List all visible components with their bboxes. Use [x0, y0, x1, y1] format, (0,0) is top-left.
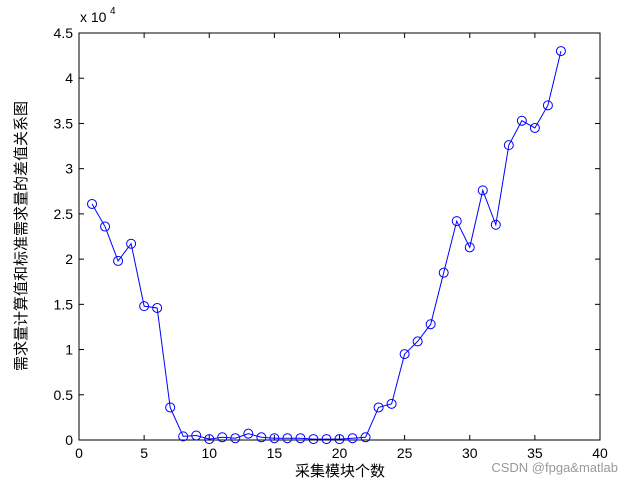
data-point: [217, 432, 228, 443]
data-point: [165, 402, 176, 413]
data-point: [204, 434, 215, 445]
data-point: [503, 140, 514, 151]
data-point: [334, 434, 345, 445]
x-tick-label: 0: [75, 445, 83, 461]
x-tick-label: 15: [267, 445, 283, 461]
data-point: [451, 216, 462, 227]
y-tick-label: 0: [65, 432, 73, 448]
y-multiplier-exponent: 4: [110, 6, 116, 17]
data-point: [529, 122, 540, 133]
data-point: [308, 434, 319, 445]
data-point: [243, 428, 254, 439]
data-point: [490, 219, 501, 230]
data-point: [399, 349, 410, 360]
data-point: [360, 432, 371, 443]
x-tick-label: 35: [527, 445, 543, 461]
data-point: [386, 398, 397, 409]
data-point: [347, 433, 358, 444]
y-tick-label: 1: [65, 342, 73, 358]
data-point: [230, 433, 241, 444]
data-point: [113, 255, 124, 266]
x-axis-label: 采集模块个数: [295, 463, 385, 480]
x-tick-label: 5: [140, 445, 148, 461]
data-point: [191, 430, 202, 441]
data-point: [464, 242, 475, 253]
y-tick-label: 3.5: [54, 115, 74, 131]
data-point: [139, 301, 150, 312]
data-point: [555, 46, 566, 57]
data-line: [91, 50, 562, 440]
data-point: [321, 434, 332, 445]
plot-frame: [78, 32, 601, 441]
y-axis-label: 需求量计算值和标准需求量的差值关系图: [12, 101, 30, 371]
data-point: [256, 432, 267, 443]
watermark: CSDN @fpga&matlab: [491, 460, 618, 475]
x-tick-label: 25: [397, 445, 413, 461]
x-tick-label: 10: [201, 445, 217, 461]
data-point: [295, 433, 306, 444]
y-tick-label: 4.5: [54, 25, 74, 41]
x-tick-label: 20: [332, 445, 348, 461]
y-tick-label: 2.5: [54, 206, 74, 222]
data-point: [516, 115, 527, 126]
data-point: [373, 402, 384, 413]
data-point: [425, 319, 436, 330]
x-tick-label: 30: [462, 445, 478, 461]
data-point: [477, 185, 488, 196]
data-point: [269, 433, 280, 444]
data-point: [542, 100, 553, 111]
data-point: [178, 431, 189, 442]
data-point: [152, 302, 163, 313]
y-tick-label: 1.5: [54, 296, 74, 312]
y-tick-label: 3: [65, 161, 73, 177]
data-point: [87, 198, 98, 209]
data-point: [282, 433, 293, 444]
x-tick-label: 40: [592, 445, 608, 461]
y-tick-label: 2: [65, 251, 73, 267]
data-point: [100, 221, 111, 232]
data-point: [438, 267, 449, 278]
data-point: [126, 238, 137, 249]
y-tick-label: 0.5: [54, 387, 74, 403]
y-tick-label: 4: [65, 70, 73, 86]
data-point: [412, 336, 423, 347]
y-multiplier: x 10: [80, 9, 107, 25]
